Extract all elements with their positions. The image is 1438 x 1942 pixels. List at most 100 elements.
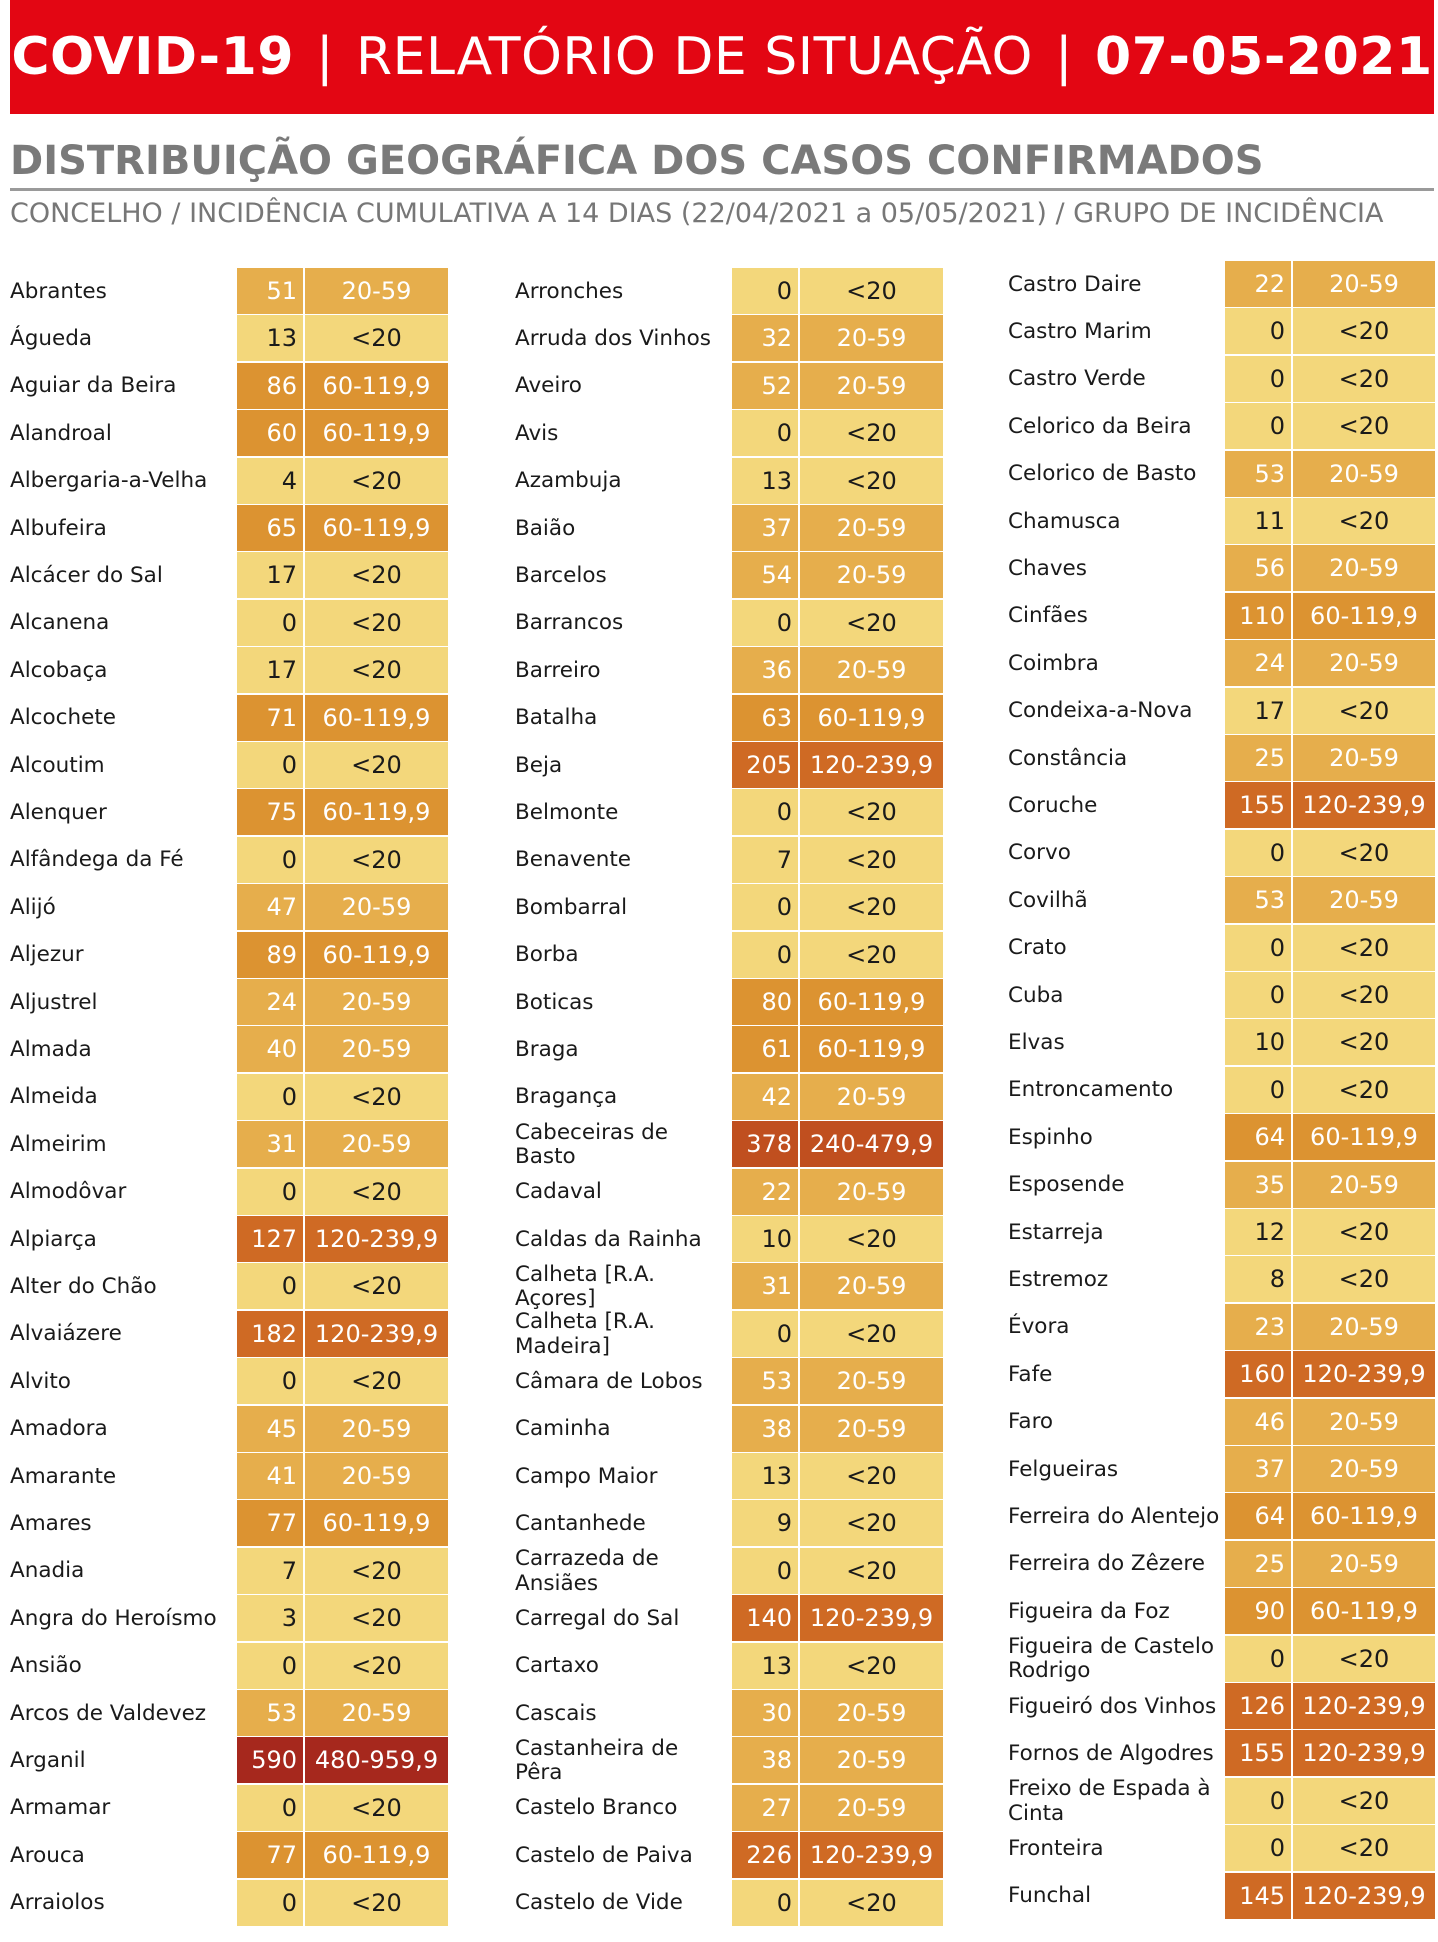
municipality-name: Condeixa-a-Nova — [1008, 698, 1193, 724]
incidence-value: 0 — [237, 1642, 303, 1689]
table-row: Castelo Branco 27 20-59 — [515, 1784, 943, 1832]
municipality-name: Alcobaça — [10, 657, 108, 683]
municipality-name: Castelo de Vide — [515, 1890, 683, 1916]
municipality-name: Celorico da Beira — [1008, 413, 1192, 439]
incidence-value: 37 — [732, 505, 798, 551]
incidence-group: <20 — [800, 1879, 943, 1926]
municipality-name: Évora — [1008, 1314, 1070, 1340]
table-row: Castanheira de Pêra 38 20-59 — [515, 1736, 943, 1785]
table-row: Condeixa-a-Nova 17 <20 — [1008, 687, 1435, 735]
incidence-value: 42 — [732, 1073, 798, 1120]
municipality-name: Faro — [1008, 1409, 1054, 1435]
incidence-group: 20-59 — [800, 647, 943, 694]
incidence-group: 20-59 — [800, 1405, 943, 1452]
municipality-name: Estarreja — [1008, 1219, 1104, 1245]
incidence-value: 22 — [1225, 261, 1291, 307]
incidence-value: 90 — [1225, 1588, 1291, 1635]
municipality-name: Chamusca — [1008, 508, 1121, 534]
municipality-name: Alenquer — [10, 800, 107, 826]
incidence-value: 22 — [732, 1168, 798, 1215]
table-row: Águeda 13 <20 — [10, 315, 448, 362]
incidence-value: 24 — [237, 979, 303, 1025]
incidence-value: 60 — [237, 410, 303, 457]
incidence-group: 20-59 — [305, 884, 448, 931]
table-row: Felgueiras 37 20-59 — [1008, 1446, 1435, 1493]
table-row: Borba 0 <20 — [515, 931, 943, 979]
municipality-name: Borba — [515, 942, 579, 968]
incidence-group: 60-119,9 — [305, 362, 448, 409]
table-row: Ferreira do Alentejo 64 60-119,9 — [1008, 1493, 1435, 1540]
incidence-value: 51 — [237, 268, 303, 314]
municipality-name: Almada — [10, 1037, 92, 1063]
municipality-name: Alcochete — [10, 705, 116, 731]
municipality-name: Alijó — [10, 894, 56, 920]
table-row: Barreiro 36 20-59 — [515, 647, 943, 694]
incidence-group: 60-119,9 — [1293, 1114, 1435, 1161]
incidence-group: <20 — [1293, 972, 1435, 1018]
incidence-value: 0 — [1225, 924, 1291, 971]
table-row: Évora 23 20-59 — [1008, 1303, 1435, 1351]
incidence-group: 60-119,9 — [1293, 1588, 1435, 1635]
incidence-value: 12 — [1225, 1209, 1291, 1255]
table-row: Beja 205 120-239,9 — [515, 742, 943, 789]
table-row: Aveiro 52 20-59 — [515, 362, 943, 410]
municipality-name: Carregal do Sal — [515, 1605, 680, 1631]
incidence-group: 120-239,9 — [800, 742, 943, 788]
table-row: Bragança 42 20-59 — [515, 1073, 943, 1121]
table-row: Cinfães 110 60-119,9 — [1008, 592, 1435, 640]
table-row: Câmara de Lobos 53 20-59 — [515, 1358, 943, 1405]
table-row: Alandroal 60 60-119,9 — [10, 410, 448, 457]
incidence-group: <20 — [1293, 1777, 1435, 1824]
incidence-value: 64 — [1225, 1114, 1291, 1161]
incidence-value: 0 — [732, 410, 798, 457]
incidence-value: 65 — [237, 505, 303, 551]
municipality-name: Barrancos — [515, 610, 624, 636]
table-row: Alvaiázere 182 120-239,9 — [10, 1310, 448, 1358]
table-row: Armamar 0 <20 — [10, 1784, 448, 1832]
municipality-name: Chaves — [1008, 556, 1087, 582]
table-row: Almada 40 20-59 — [10, 1026, 448, 1073]
table-row: Freixo de Espada à Cinta 0 <20 — [1008, 1777, 1435, 1825]
incidence-group: 20-59 — [1293, 1446, 1435, 1492]
incidence-value: 41 — [237, 1453, 303, 1499]
incidence-group: 60-119,9 — [305, 410, 448, 457]
municipality-name: Arraiolos — [10, 1890, 105, 1916]
incidence-group: <20 — [305, 457, 448, 504]
incidence-group: <20 — [800, 1642, 943, 1689]
municipality-name: Almeida — [10, 1084, 98, 1110]
incidence-value: 13 — [732, 1453, 798, 1499]
incidence-value: 182 — [237, 1310, 303, 1357]
municipality-name: Constância — [1008, 745, 1128, 771]
incidence-group: <20 — [305, 552, 448, 599]
incidence-group: 60-119,9 — [305, 505, 448, 551]
table-row: Castro Marim 0 <20 — [1008, 308, 1435, 355]
municipality-name: Caminha — [515, 1416, 611, 1442]
incidence-group: 20-59 — [305, 268, 448, 314]
table-row: Figueira de Castelo Rodrigo 0 <20 — [1008, 1635, 1435, 1683]
table-row: Belmonte 0 <20 — [515, 789, 943, 836]
municipality-name: Arruda dos Vinhos — [515, 326, 711, 352]
table-row: Amadora 45 20-59 — [10, 1405, 448, 1453]
table-row: Alter do Chão 0 <20 — [10, 1263, 448, 1310]
incidence-group: 60-119,9 — [305, 789, 448, 836]
table-row: Esposende 35 20-59 — [1008, 1161, 1435, 1209]
incidence-group: <20 — [1293, 1019, 1435, 1066]
incidence-value: 35 — [1225, 1161, 1291, 1208]
banner-prefix: COVID-19 — [11, 27, 294, 87]
municipality-name: Ansião — [10, 1653, 82, 1679]
incidence-value: 24 — [1225, 640, 1291, 687]
incidence-group: 20-59 — [1293, 1161, 1435, 1208]
incidence-value: 0 — [1225, 1825, 1291, 1872]
table-row: Espinho 64 60-119,9 — [1008, 1114, 1435, 1161]
incidence-group: <20 — [1293, 924, 1435, 971]
table-row: Alcochete 71 60-119,9 — [10, 694, 448, 742]
municipality-name: Baião — [515, 515, 576, 541]
municipality-name: Carrazeda de Ansiães — [515, 1546, 659, 1596]
incidence-group: 60-119,9 — [305, 931, 448, 978]
incidence-value: 160 — [1225, 1351, 1291, 1398]
incidence-group: <20 — [305, 1547, 448, 1594]
incidence-group: <20 — [305, 1073, 448, 1120]
incidence-group: <20 — [800, 884, 943, 931]
incidence-group: <20 — [305, 1263, 448, 1310]
municipality-name: Calheta [R.A. Açores] — [515, 1262, 656, 1312]
